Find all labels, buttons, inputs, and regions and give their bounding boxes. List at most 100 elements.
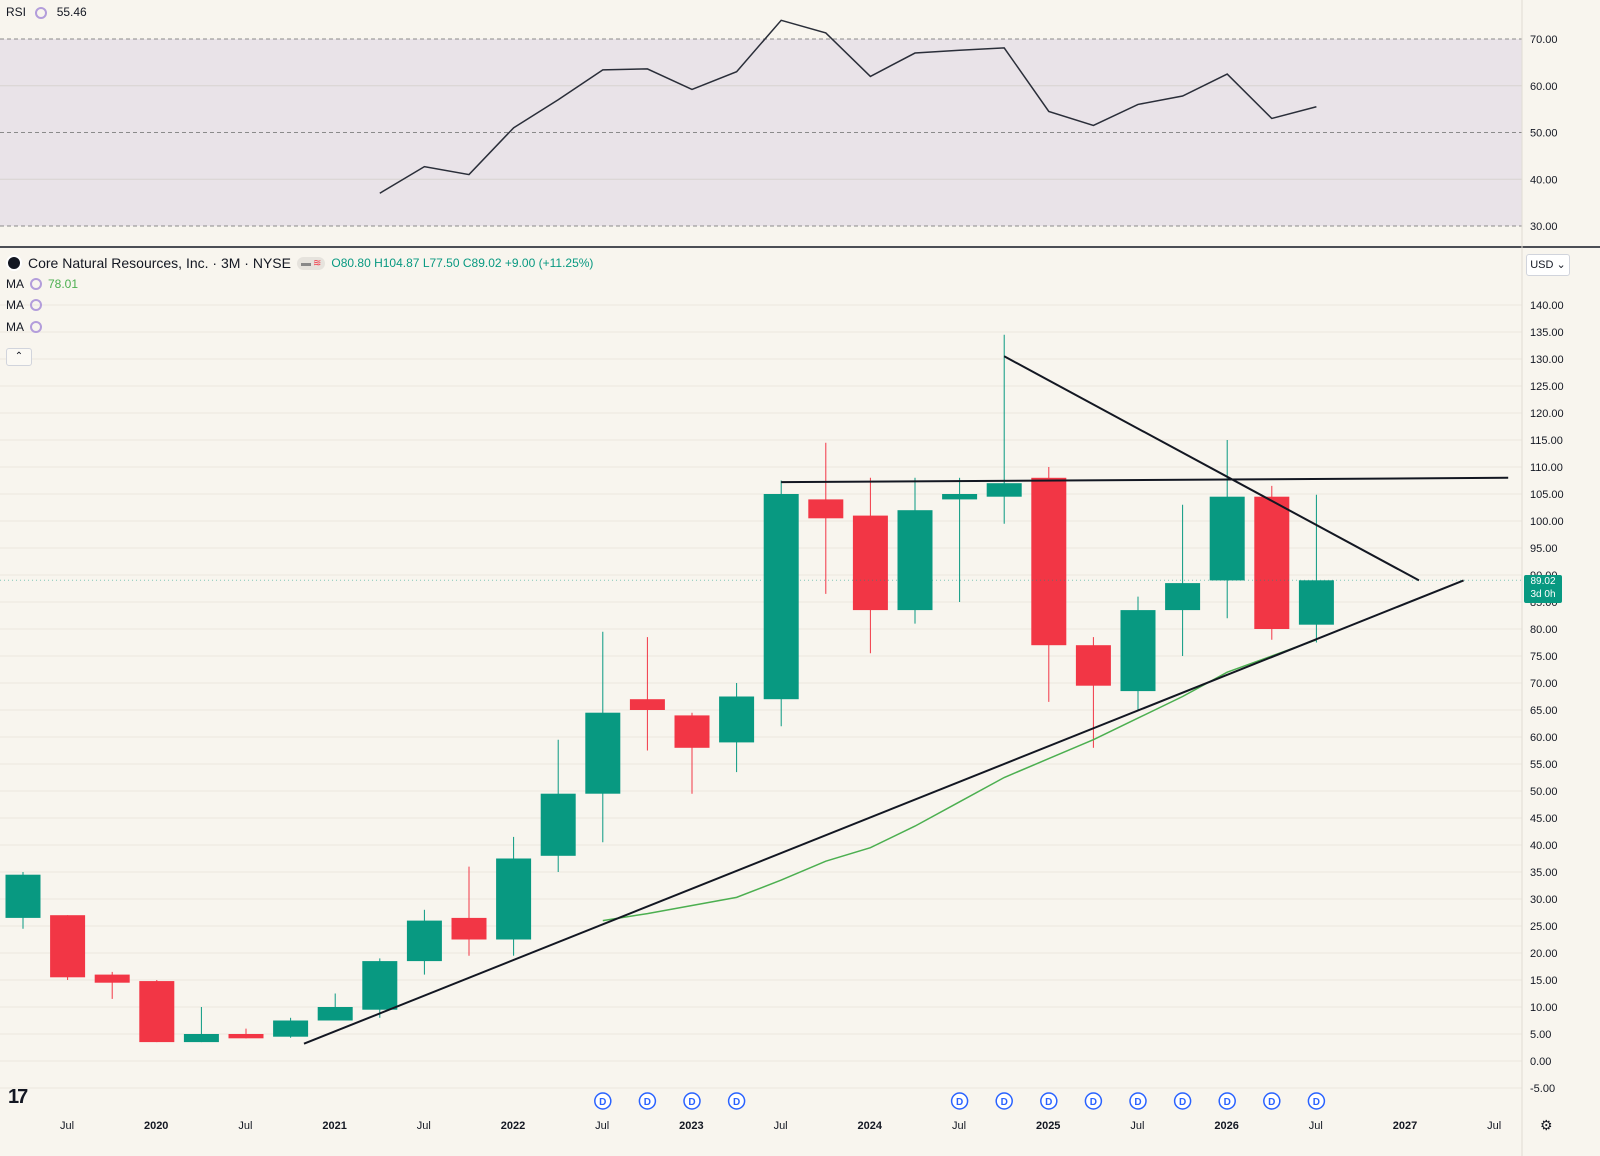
ma-label: MA	[6, 277, 24, 291]
low-value: L77.50	[422, 256, 460, 270]
ma-label: MA	[6, 298, 24, 312]
trendline	[781, 476, 1509, 484]
dividend-circle	[638, 1092, 657, 1110]
candle	[1209, 440, 1245, 619]
rsi-tick-label: 50.00	[1530, 128, 1558, 140]
x-tick-label: Jul	[1130, 1120, 1144, 1132]
candle	[942, 477, 978, 602]
currency-button[interactable]: USD ⌄	[1526, 254, 1570, 276]
dividend-letter: D	[688, 1097, 695, 1108]
x-tick-label: 2021	[322, 1120, 346, 1132]
dividend-marker: D	[727, 1092, 746, 1110]
price-tick-label: 120.00	[1530, 408, 1564, 420]
candle-body	[50, 915, 86, 978]
candle-body	[317, 1007, 353, 1021]
symbol-status-pill[interactable]: ▬ ≋	[296, 256, 326, 270]
candle-body	[228, 1034, 264, 1039]
candle-body	[94, 974, 130, 983]
price-tick-label: 115.00	[1530, 435, 1563, 447]
candle-body	[1254, 496, 1290, 629]
price-tick-label: 75.00	[1530, 651, 1558, 663]
candle	[362, 958, 398, 1018]
collapse-legend-button[interactable]: ⌃	[6, 348, 32, 366]
dividend-circle	[1084, 1092, 1103, 1110]
dividend-circle	[1307, 1092, 1326, 1110]
dividend-marker: D	[1040, 1092, 1058, 1110]
ma-legend-2[interactable]: MA	[6, 298, 42, 312]
x-tick-label: Jul	[417, 1120, 431, 1132]
tradingview-logo[interactable]: 17	[8, 1086, 28, 1108]
price-tick-label: 50.00	[1530, 786, 1558, 798]
price-tick-label: 125.00	[1530, 381, 1564, 393]
dividend-letter: D	[1134, 1097, 1141, 1108]
candle-body	[763, 494, 799, 700]
dividend-circle	[1040, 1092, 1058, 1110]
ma-line	[602, 639, 1317, 922]
x-tick-label: 2024	[858, 1120, 883, 1132]
price-tick-label: 25.00	[1530, 921, 1558, 933]
price-tick-label: 70.00	[1530, 678, 1558, 690]
dividend-circle	[950, 1092, 969, 1110]
rsi-settings-icon[interactable]	[35, 6, 48, 19]
price-tick-label: 45.00	[1530, 813, 1558, 825]
bar-countdown: 3d 0h	[1530, 589, 1556, 600]
candle-body	[1298, 580, 1334, 625]
minus-icon: ▬	[300, 257, 311, 269]
candle	[1165, 504, 1201, 656]
dividend-marker: D	[638, 1092, 657, 1110]
x-tick-label: Jul	[238, 1120, 252, 1132]
wave-icon: ≋	[312, 257, 322, 269]
ma-label: MA	[6, 320, 24, 334]
dividend-letter: D	[1090, 1097, 1097, 1108]
candle-body	[496, 858, 532, 940]
ma-settings-icon[interactable]	[30, 321, 42, 333]
ma-settings-icon[interactable]	[30, 299, 42, 311]
candle-body	[540, 793, 576, 856]
candle-body	[362, 961, 398, 1010]
candle	[1298, 494, 1334, 643]
last-price-tag: 89.02 3d 0h	[1524, 575, 1562, 603]
candle-body	[808, 499, 844, 519]
ma-legend-1[interactable]: MA 78.01	[6, 277, 78, 291]
x-tick-label: Jul	[1487, 1120, 1501, 1132]
candle	[1075, 637, 1111, 748]
last-price-value: 89.02	[1530, 576, 1556, 587]
x-tick-label: Jul	[595, 1120, 609, 1132]
x-tick-label: Jul	[1309, 1120, 1323, 1132]
ma-legend-3[interactable]: MA	[6, 320, 42, 334]
candle-body	[1120, 610, 1156, 692]
rsi-band	[0, 39, 1522, 226]
dividend-circle	[683, 1092, 701, 1110]
x-tick-label: Jul	[774, 1120, 788, 1132]
price-tick-label: 5.00	[1530, 1029, 1551, 1041]
price-tick-label: 55.00	[1530, 759, 1558, 771]
dividend-circle	[1129, 1092, 1147, 1110]
price-tick-label: 20.00	[1530, 948, 1558, 960]
ma-settings-icon[interactable]	[30, 278, 42, 290]
gear-icon[interactable]: ⚙	[1540, 1117, 1553, 1133]
rsi-line	[379, 19, 1317, 194]
candle	[5, 872, 41, 929]
candle	[94, 971, 130, 999]
currency-label: USD	[1530, 259, 1554, 271]
dividend-letter: D	[644, 1097, 651, 1108]
candle-body	[183, 1034, 219, 1043]
price-tick-label: 110.00	[1530, 462, 1563, 474]
symbol-title[interactable]: Core Natural Resources, Inc. · 3M · NYSE	[28, 255, 291, 271]
candle	[674, 712, 710, 794]
dividend-letter: D	[1179, 1097, 1186, 1108]
candle-body	[139, 981, 175, 1043]
candle-body	[451, 917, 487, 940]
rsi-tick-label: 30.00	[1530, 221, 1558, 233]
dividend-circle	[995, 1092, 1013, 1110]
dividend-marker: D	[1129, 1092, 1147, 1110]
candle	[808, 442, 844, 594]
candle	[273, 1017, 309, 1038]
candle	[1120, 596, 1156, 710]
rsi-tick-label: 40.00	[1530, 174, 1558, 186]
dividend-marker: D	[1173, 1092, 1192, 1110]
candle-body	[629, 699, 665, 710]
dividend-letter: D	[1001, 1097, 1008, 1108]
price-tick-label: 105.00	[1530, 489, 1564, 501]
